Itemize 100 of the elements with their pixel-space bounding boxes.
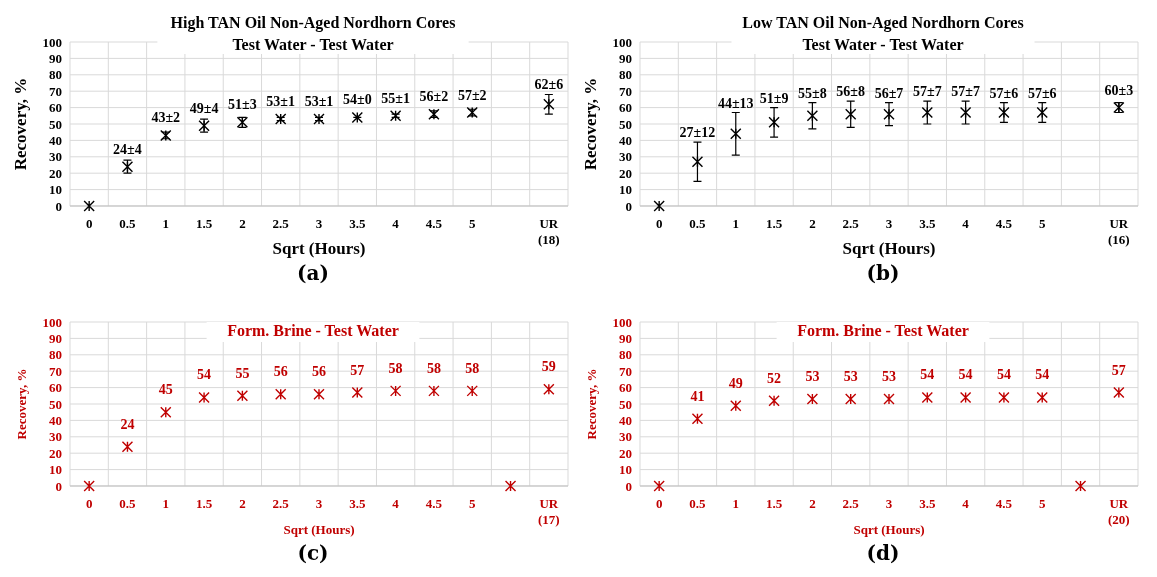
y-tick-label: 50: [619, 396, 632, 412]
x-tick-label: 1.5: [765, 496, 783, 511]
x-tick-label: 1: [732, 216, 740, 231]
x-tick-label: 2.5: [842, 216, 860, 231]
point: [428, 385, 440, 397]
point: [313, 388, 325, 400]
y-tick-label: 10: [49, 182, 62, 198]
y-tick-label: 20: [619, 445, 632, 461]
x-tick-label: 0: [655, 216, 663, 231]
x-tick-label: 1: [162, 216, 170, 231]
data-label: 55±1: [381, 90, 410, 106]
x-tick-label: 5: [468, 496, 476, 511]
data-label: 53±1: [266, 94, 296, 110]
y-tick-label: 90: [619, 330, 632, 346]
data-label: 51±9: [759, 90, 789, 106]
point: [959, 391, 972, 404]
y-tick-label: 50: [49, 396, 62, 412]
y-tick-label: 20: [619, 165, 632, 181]
x-tick-label: 1.5: [195, 496, 213, 511]
x-tick-label: UR (16): [1108, 216, 1130, 247]
data-label: 55: [235, 365, 250, 381]
x-tick-label: 3.5: [349, 216, 366, 231]
data-label: 56±8: [836, 84, 866, 100]
y-axis-title: Recovery, %: [584, 368, 599, 440]
chart-subtitle: Test Water - Test Water: [802, 36, 964, 53]
point: [691, 413, 704, 425]
point: [466, 385, 478, 397]
chart-title: High TAN Oil Non-Aged Nordhorn Cores: [170, 14, 456, 32]
data-label: 53±1: [304, 94, 334, 110]
data-label: 55±8: [798, 85, 827, 101]
x-tick-label: 1: [162, 496, 170, 511]
point: [543, 383, 555, 395]
y-tick-label: 100: [612, 314, 632, 330]
point: [1036, 391, 1048, 404]
point: [768, 395, 780, 407]
y-tick-label: 10: [619, 462, 632, 478]
y-tick-label: 50: [49, 116, 62, 132]
x-tick-label: 2: [239, 496, 246, 511]
x-tick-label: 3.5: [349, 496, 366, 511]
point: [921, 106, 934, 119]
point: [730, 399, 742, 412]
x-tick-label: 0.5: [689, 496, 707, 511]
y-tick-label: 90: [49, 330, 62, 346]
chart-title: Form. Brine - Test Water: [227, 322, 399, 339]
data-label: 54±0: [342, 92, 372, 108]
y-axis-title: Recovery, %: [14, 368, 29, 440]
point: [389, 385, 402, 397]
data-label: 54: [1035, 367, 1050, 383]
y-tick-label: 20: [49, 445, 62, 461]
y-tick-label: 20: [49, 165, 62, 181]
data-label: 49: [728, 375, 743, 391]
x-tick-label: 1.5: [195, 216, 213, 231]
data-label: 24: [120, 416, 135, 432]
data-label: 62±6: [534, 77, 564, 93]
y-tick-label: 50: [619, 116, 632, 132]
x-tick-label: UR (18): [538, 216, 560, 247]
y-tick-label: 80: [619, 347, 632, 363]
x-tick-label: 3.5: [919, 216, 936, 231]
x-tick-label: 0.5: [119, 496, 137, 511]
x-axis-title: Sqrt (Hours): [272, 239, 366, 258]
point: [83, 480, 95, 492]
point: [1113, 386, 1125, 399]
data-label: 54: [996, 367, 1011, 383]
data-label: 57: [350, 362, 365, 378]
y-tick-label: 100: [612, 34, 632, 50]
data-label: 27±12: [679, 125, 716, 141]
x-tick-label: 2.5: [272, 496, 290, 511]
data-label: 57±6: [1027, 85, 1057, 101]
y-tick-label: 80: [49, 67, 62, 83]
y-tick-label: 40: [619, 412, 632, 428]
data-label: 54: [958, 367, 973, 383]
y-tick-label: 40: [49, 412, 62, 428]
x-tick-label: 4.5: [995, 216, 1013, 231]
x-tick-label: 4.5: [995, 496, 1013, 511]
x-tick-label: 0: [85, 496, 93, 511]
chart-subtitle: Test Water - Test Water: [232, 36, 394, 53]
x-tick-label: 3: [315, 496, 323, 511]
data-label: 56: [273, 364, 288, 380]
data-label: 53: [843, 369, 858, 385]
y-tick-label: 90: [619, 50, 632, 66]
y-tick-label: 10: [49, 462, 62, 478]
data-label: 57±2: [457, 87, 487, 103]
data-label: 57±7: [912, 84, 942, 100]
x-tick-label: 0: [655, 496, 663, 511]
y-axis-title: Recovery, %: [581, 77, 600, 171]
data-label: 43±2: [151, 110, 181, 126]
y-tick-label: 70: [49, 83, 62, 99]
y-tick-label: 70: [49, 363, 62, 379]
x-tick-label: 3.5: [919, 496, 936, 511]
y-tick-label: 90: [49, 50, 62, 66]
y-tick-label: 30: [619, 149, 632, 165]
text: (b): [866, 261, 900, 285]
x-tick-label: 2.5: [842, 496, 860, 511]
y-axis-title: Recovery, %: [11, 77, 30, 171]
x-axis-title: Sqrt (Hours): [283, 522, 355, 537]
x-tick-label: 5: [468, 216, 476, 231]
x-tick-label: 4: [392, 496, 400, 511]
y-tick-label: 0: [625, 478, 632, 494]
data-label: 53: [882, 369, 896, 385]
data-label: 56±2: [419, 89, 449, 105]
